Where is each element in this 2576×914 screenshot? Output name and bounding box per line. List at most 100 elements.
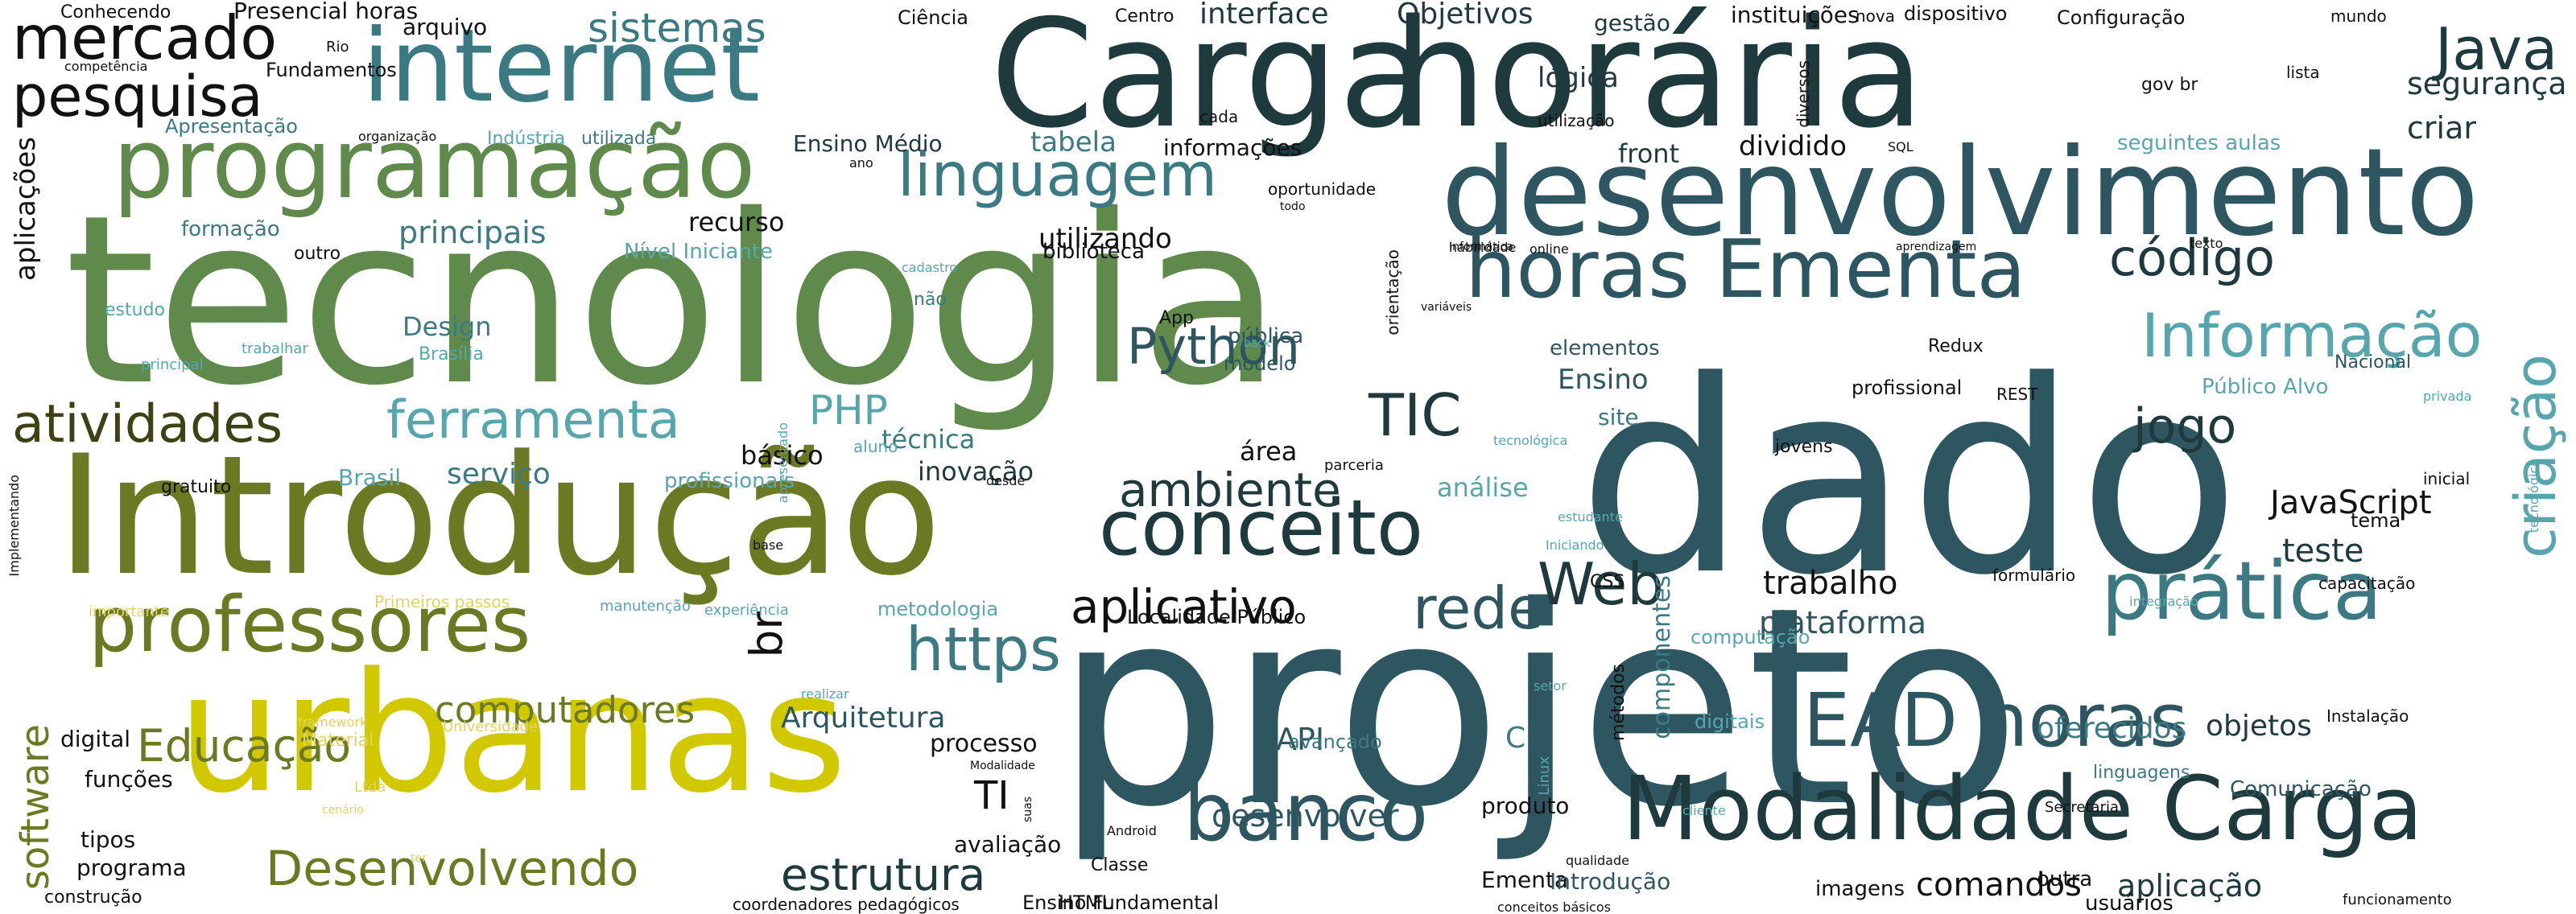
word-cloud-term: digital [60, 726, 131, 752]
word-cloud-term: conceito [1099, 484, 1424, 573]
word-cloud-term: Indústria [487, 129, 566, 149]
word-cloud-term: inovação [918, 456, 1034, 487]
word-cloud-term: gratuito [161, 477, 232, 497]
word-cloud-term: todo [1280, 200, 1306, 213]
word-cloud-term: Educação [137, 720, 352, 772]
word-cloud-term: Ensino Médio [793, 130, 943, 157]
word-cloud-term: tecnológica [1493, 433, 1568, 448]
word-cloud-term: tema [2351, 509, 2401, 532]
word-cloud-term: mundo [2330, 6, 2387, 26]
word-cloud-term: Ensino [1558, 364, 1649, 396]
word-cloud-term: Brasília [419, 344, 484, 364]
word-cloud-term: tipos [80, 826, 136, 853]
word-cloud-term: urbanas [177, 638, 848, 830]
word-cloud-term: cenário [322, 804, 364, 817]
word-cloud-term: lógica [1538, 62, 1619, 94]
word-cloud-term: Modalidade [970, 760, 1035, 772]
word-cloud-term: desde [986, 473, 1026, 488]
word-cloud-term: Ciência [898, 6, 968, 29]
word-cloud-term: componentes [1648, 575, 1676, 739]
word-cloud-term: Informática [1449, 241, 1513, 253]
word-cloud-term: qualidade [1566, 853, 1629, 868]
word-cloud-term: desenvolvimento [1441, 123, 2479, 263]
word-cloud-term: Instalação [2326, 706, 2409, 726]
word-cloud-term: principal [141, 356, 204, 373]
word-cloud-term: teste [2282, 533, 2364, 570]
word-cloud-term: computadores [435, 689, 696, 731]
word-cloud-term: interface [1199, 0, 1329, 31]
word-cloud-term: Java [2435, 15, 2558, 83]
word-cloud-term: tecnologia [64, 166, 1283, 437]
word-cloud-term: EAD horas [1803, 677, 2188, 764]
word-cloud-term: capacitação [2318, 574, 2416, 593]
word-cloud-term: cliente [1682, 803, 1726, 818]
word-cloud-term: Web [1538, 550, 1664, 618]
word-cloud-term: Apresentação [165, 115, 298, 138]
word-cloud-term: Classe [1091, 855, 1149, 875]
word-cloud-term: linguagens [2093, 763, 2190, 783]
word-cloud-term: diversos [1794, 60, 1813, 128]
word-cloud-term: Nacional [2334, 352, 2412, 373]
word-cloud-term: objetos [2206, 710, 2312, 743]
word-cloud-term: biblioteca [1042, 240, 1146, 264]
word-cloud-term: principais [398, 215, 547, 250]
word-cloud-term: profissionais [664, 469, 795, 493]
word-cloud-term: tabela [1030, 126, 1117, 159]
word-cloud-term: https [906, 614, 1062, 685]
word-cloud-term: produto [1481, 793, 1570, 819]
word-cloud-term: Fundamentos [266, 59, 397, 81]
word-cloud-term: básico [741, 440, 824, 471]
word-cloud-term: computação [1690, 626, 1810, 648]
word-cloud-term: outra [2037, 867, 2093, 891]
word-cloud-term: ambiente [1119, 463, 1341, 517]
word-cloud-term: rede [1413, 574, 1544, 642]
word-cloud-term: processo [930, 730, 1038, 758]
word-cloud-term: gov br [2141, 75, 2198, 95]
word-cloud-term: Ltda [354, 779, 386, 796]
word-cloud-term: horas Ementa [1465, 222, 2026, 316]
word-cloud-term: utilizada [581, 129, 657, 149]
word-cloud-term: Universidade [443, 718, 539, 735]
word-cloud-term: Carga [990, 0, 1430, 161]
word-cloud-term: variáveis [1421, 301, 1472, 314]
word-cloud-term: organização [358, 129, 437, 144]
word-cloud-term: CSS [1590, 572, 1625, 592]
word-cloud-term: Redux [1928, 336, 1984, 356]
word-cloud-term: pesquisa [12, 64, 263, 130]
word-cloud-term: avançado [1288, 731, 1382, 753]
word-cloud-term: banco [1183, 765, 1429, 859]
word-cloud-term: dividido [1739, 130, 1847, 163]
word-cloud-term: cada [1199, 107, 1239, 126]
word-cloud-term: funcionamento [2343, 891, 2452, 908]
word-cloud-term: Primeiros passos [374, 592, 510, 611]
word-cloud-term: linguagem [898, 139, 1218, 210]
word-cloud-term: desenvolver [1212, 798, 1399, 834]
word-cloud-term: não [914, 290, 947, 310]
word-cloud-term: TI [974, 773, 1009, 818]
word-cloud-term: ter [411, 852, 427, 865]
word-cloud-term: horária [1393, 0, 1925, 161]
word-cloud-term: C [1505, 722, 1526, 755]
word-cloud-term: Android [1107, 823, 1157, 838]
word-cloud-term: online [1530, 241, 1569, 257]
word-cloud-term: Comunicação [2230, 777, 2372, 801]
word-cloud-term: área [1240, 436, 1298, 467]
word-cloud-term: ano [849, 155, 873, 171]
word-cloud-term: importante [89, 603, 170, 620]
word-cloud-term: oportunidade [1268, 179, 1377, 199]
word-cloud-term: integração [2129, 594, 2198, 609]
word-cloud-term: Implementando [6, 475, 22, 577]
word-cloud-term: plataforma [1759, 605, 1927, 640]
word-cloud-term: Nível Iniciante [624, 240, 774, 264]
word-cloud-term: arquivo [402, 14, 488, 40]
word-cloud-term: Rio [326, 39, 349, 56]
word-cloud-term: informações [1163, 134, 1302, 161]
word-cloud-term: Objetivos [1397, 0, 1534, 31]
word-cloud-term: suas [1022, 797, 1034, 823]
word-cloud-term: funções [85, 766, 173, 793]
word-cloud-term: texto [2190, 236, 2223, 251]
word-cloud-term: estrutura [781, 849, 986, 900]
word-cloud-term: front [1618, 138, 1680, 169]
word-cloud-term: experiência [704, 602, 789, 619]
